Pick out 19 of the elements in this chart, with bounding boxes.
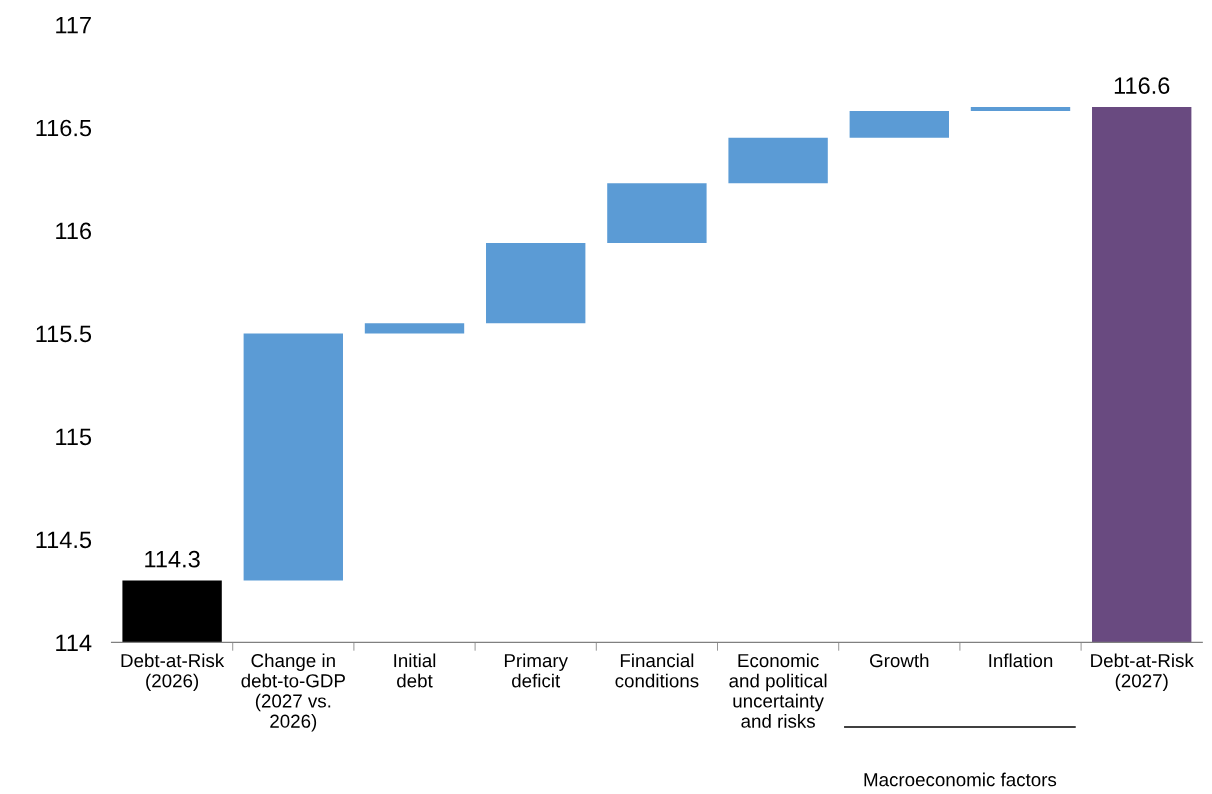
x-tick-label: Inflation: [989, 653, 1053, 668]
y-tick-label: 116.5: [36, 119, 92, 137]
x-tick-label: Primary deficit: [504, 653, 568, 688]
x-tick-label: Economic and political uncertainty and risks: [729, 653, 827, 728]
text: Macroeconomic factors: [864, 772, 1057, 787]
data-label: 114.3: [145, 550, 200, 568]
y-tick-label: 116: [56, 222, 92, 240]
y-tick-label: 115.5: [36, 325, 92, 343]
y-tick-label: 114.5: [36, 531, 92, 549]
x-tick-label: Financial conditions: [615, 653, 699, 688]
x-tick-label: Debt-at-Risk (2027): [1091, 653, 1194, 692]
y-tick-label: 115: [56, 428, 92, 446]
x-tick-label: Change in debt-to-GDP (2027 vs. 2026): [241, 653, 345, 732]
x-tick-label: Debt-at-Risk (2026): [121, 653, 225, 692]
y-tick-label: 114: [56, 634, 92, 651]
y-tick-label: 117: [56, 16, 91, 34]
x-tick-label: Growth: [870, 653, 929, 668]
data-label: 116.6: [1114, 77, 1170, 94]
x-tick-label: Initial debt: [394, 653, 436, 688]
